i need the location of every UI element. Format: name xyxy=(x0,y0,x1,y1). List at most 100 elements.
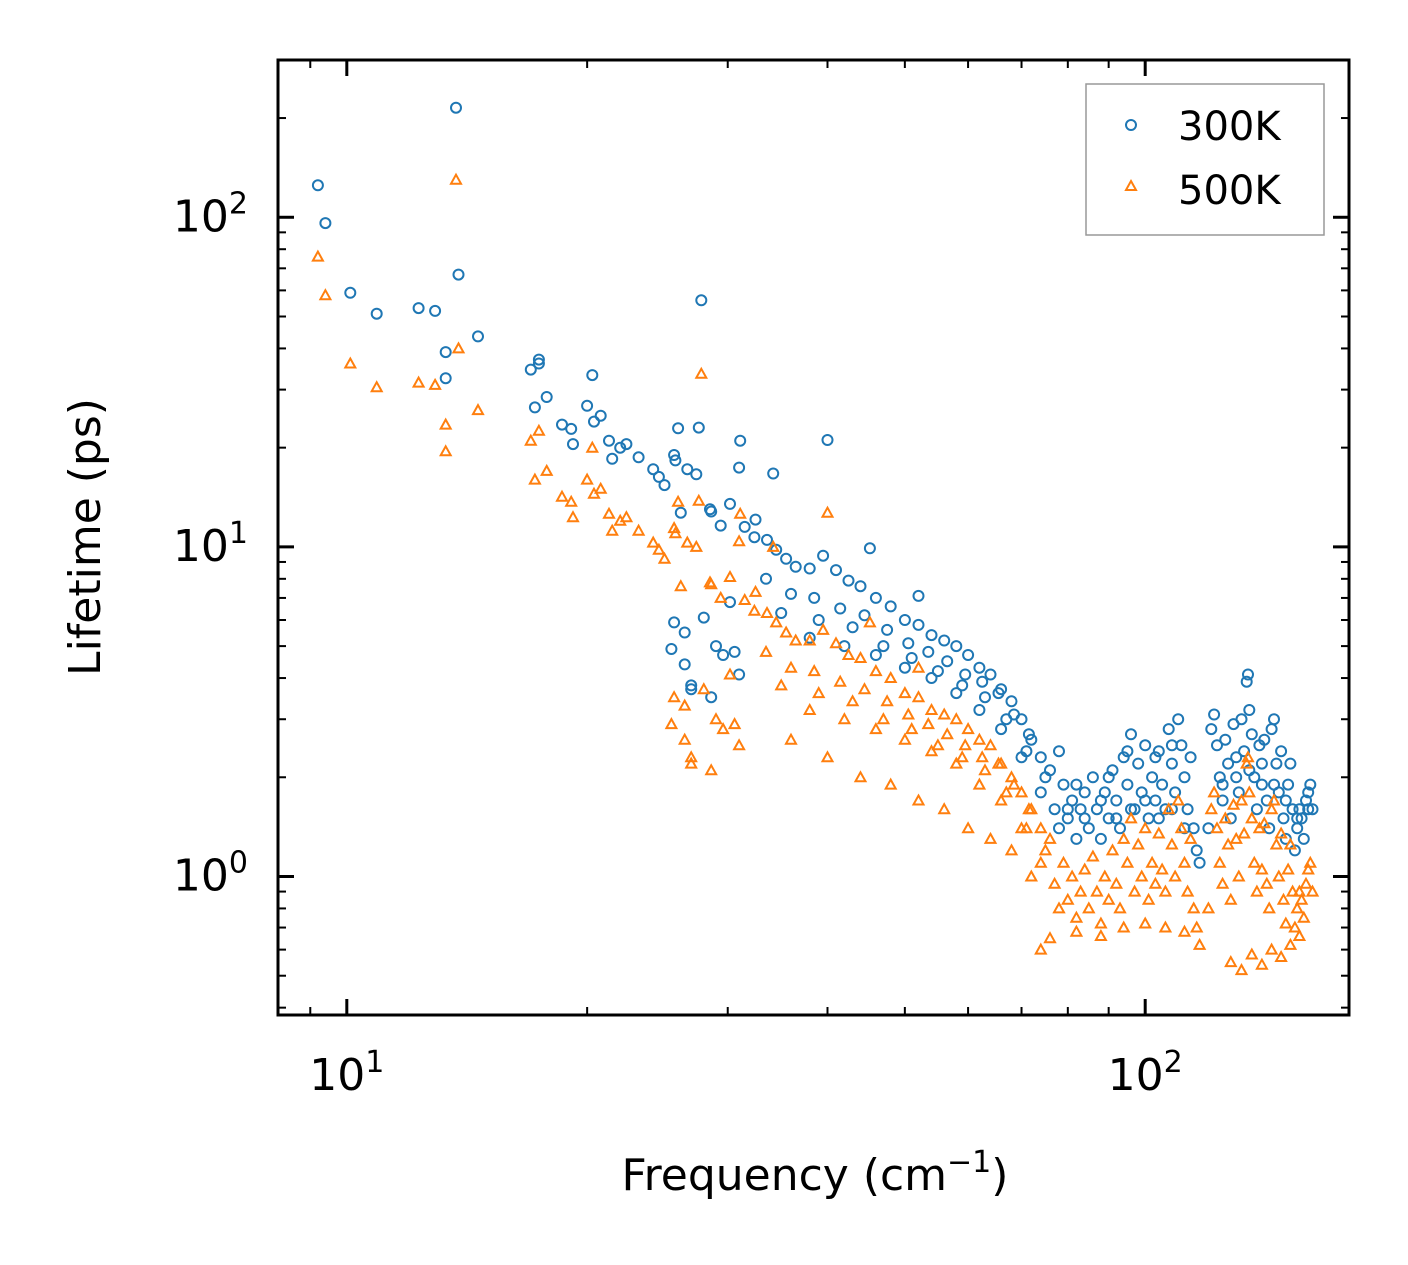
point-300k xyxy=(941,655,954,668)
point-500k xyxy=(837,712,852,725)
x-axis-title: Frequency (cm−1) xyxy=(622,1145,1009,1201)
point-300k xyxy=(1230,771,1243,784)
point-300k xyxy=(803,562,816,575)
point-500k xyxy=(585,440,599,453)
point-500k xyxy=(1082,901,1096,914)
point-500k xyxy=(1162,802,1176,815)
point-300k xyxy=(1190,844,1203,857)
point-300k xyxy=(925,672,938,684)
point-500k xyxy=(1269,837,1284,850)
point-300k xyxy=(1034,751,1047,764)
point-300k xyxy=(734,434,747,447)
point-300k xyxy=(586,369,599,382)
point-500k xyxy=(564,494,578,507)
point-500k xyxy=(439,444,453,457)
point-300k xyxy=(724,497,736,510)
point-300k xyxy=(1258,733,1271,746)
point-300k xyxy=(733,461,746,474)
point-300k xyxy=(1121,745,1134,758)
point-500k xyxy=(667,690,681,703)
point-300k xyxy=(733,668,746,681)
point-500k xyxy=(1264,942,1279,955)
point-500k xyxy=(1038,843,1053,856)
point-300k xyxy=(1219,733,1232,746)
legend-marker-500k xyxy=(1124,178,1138,191)
point-300k xyxy=(1139,794,1152,807)
point-500k xyxy=(674,579,688,592)
point-300k xyxy=(567,438,579,451)
point-500k xyxy=(540,463,554,476)
point-300k xyxy=(1169,786,1182,799)
point-500k xyxy=(605,523,619,536)
point-300k xyxy=(528,401,541,414)
point-300k xyxy=(738,520,751,533)
point-500k xyxy=(829,636,843,649)
point-300k xyxy=(344,286,357,299)
point-300k xyxy=(1255,778,1268,791)
point-500k xyxy=(1242,785,1256,798)
point-300k xyxy=(439,372,452,385)
point-300k xyxy=(1184,751,1197,764)
point-300k xyxy=(842,574,855,587)
point-300k xyxy=(938,634,951,647)
point-300k xyxy=(556,418,568,431)
point-500k xyxy=(1232,869,1246,882)
point-300k xyxy=(1250,803,1263,816)
point-500k xyxy=(646,535,660,548)
legend-marker-300k xyxy=(1125,119,1137,131)
point-300k xyxy=(1302,803,1315,816)
point-300k xyxy=(1048,803,1061,816)
point-300k xyxy=(1061,803,1074,816)
point-500k xyxy=(703,575,717,588)
point-500k xyxy=(1288,920,1302,933)
point-300k xyxy=(950,640,963,653)
point-500k xyxy=(1094,928,1108,941)
point-500k xyxy=(1034,855,1048,868)
point-500k xyxy=(1283,937,1298,950)
point-500k xyxy=(1069,910,1084,923)
point-300k xyxy=(931,665,944,678)
y-axis-title: Lifetime (ps) xyxy=(60,398,111,676)
point-500k xyxy=(652,542,666,555)
point-500k xyxy=(370,380,384,393)
point-300k xyxy=(439,346,452,359)
point-500k xyxy=(975,750,989,763)
legend-box xyxy=(1085,83,1325,236)
point-300k xyxy=(450,101,462,114)
point-500k xyxy=(1240,756,1254,769)
point-500k xyxy=(684,756,698,769)
point-500k xyxy=(411,375,426,388)
point-500k xyxy=(769,615,783,628)
point-500k xyxy=(1158,884,1173,897)
point-300k xyxy=(1304,778,1317,791)
point-300k xyxy=(846,621,859,634)
point-500k xyxy=(983,831,998,844)
point-500k xyxy=(1201,901,1216,914)
point-500k xyxy=(738,592,752,605)
point-300k xyxy=(1213,771,1226,784)
point-500k xyxy=(1168,869,1182,882)
point-300k xyxy=(1121,778,1134,791)
point-300k xyxy=(311,179,324,192)
point-300k xyxy=(884,600,897,613)
point-500k xyxy=(1221,837,1235,850)
point-500k xyxy=(820,505,835,518)
point-500k xyxy=(774,678,788,691)
point-300k xyxy=(1128,803,1141,816)
point-500k xyxy=(692,493,706,506)
point-500k xyxy=(1127,884,1142,897)
point-500k xyxy=(657,551,672,564)
point-500k xyxy=(1292,884,1307,897)
point-500k xyxy=(803,633,817,646)
point-500k xyxy=(949,712,963,725)
series-500k xyxy=(311,172,1320,976)
x-tick-label: 102 xyxy=(1108,1045,1183,1101)
point-500k xyxy=(1090,884,1104,897)
point-500k xyxy=(1120,855,1135,868)
point-500k xyxy=(921,717,935,730)
point-500k xyxy=(318,288,333,301)
point-500k xyxy=(1305,884,1320,897)
point-300k xyxy=(1208,708,1221,721)
point-500k xyxy=(1247,855,1261,868)
